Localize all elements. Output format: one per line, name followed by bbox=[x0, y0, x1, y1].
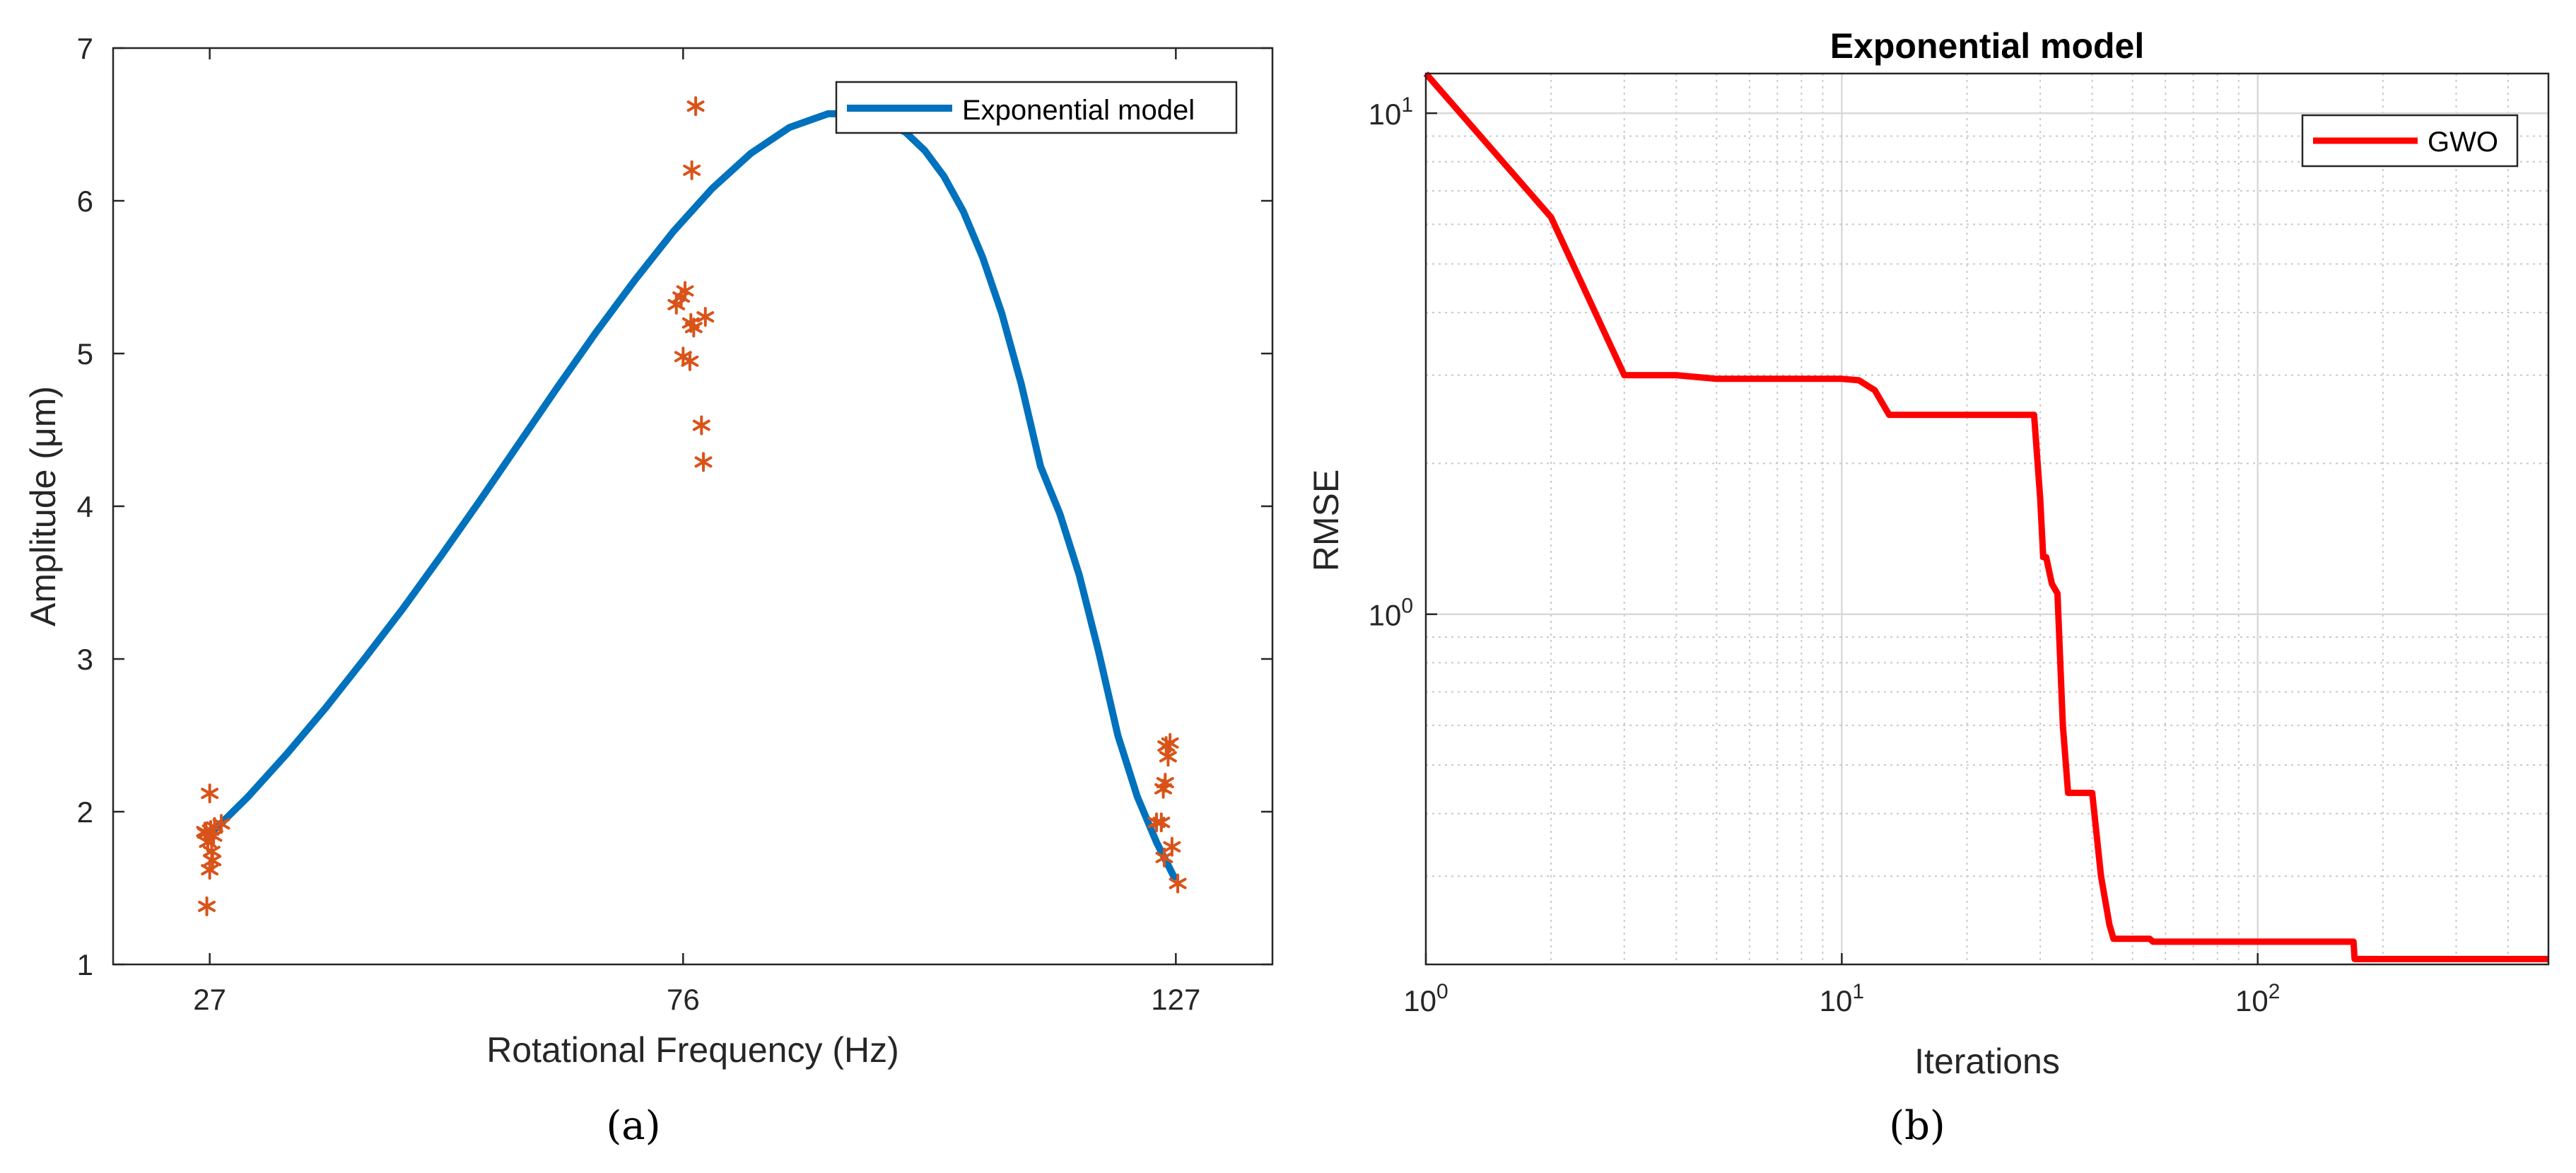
caption-a: (a) bbox=[606, 1103, 661, 1149]
caption-b: (b) bbox=[1889, 1103, 1945, 1149]
data-point bbox=[1161, 733, 1179, 753]
y-tick-label: 100 bbox=[1369, 595, 1413, 632]
data-point bbox=[684, 317, 703, 338]
chart-a: 1 2 3 4 5 6 7 27 76 127 Rotational Frequency (Hz)… bbox=[23, 32, 1274, 1070]
chart-b-y-axis-label: RMSE bbox=[1306, 469, 1346, 571]
x-tick-label: 76 bbox=[667, 983, 700, 1016]
data-point bbox=[1152, 812, 1171, 833]
chart-a-ticks: 1 2 3 4 5 6 7 27 76 127 bbox=[77, 32, 1272, 1016]
x-tick-label: 127 bbox=[1151, 983, 1200, 1016]
data-point bbox=[1156, 772, 1174, 793]
y-tick-label: 6 bbox=[77, 185, 93, 218]
gwo-line bbox=[1423, 71, 2548, 962]
y-tick-label: 3 bbox=[77, 643, 93, 676]
data-point bbox=[692, 415, 710, 436]
y-tick-label: 5 bbox=[77, 337, 93, 370]
y-tick-label: 4 bbox=[77, 490, 93, 523]
chart-a-x-axis-label: Rotational Frequency (Hz) bbox=[486, 1030, 899, 1070]
chart-a-legend: Exponential model bbox=[835, 81, 1238, 134]
chart-b-x-axis-label: Iterations bbox=[1914, 1041, 2060, 1081]
chart-a-y-axis-label: Amplitude (μm) bbox=[23, 386, 63, 626]
legend-label-exponential-model: Exponential model bbox=[962, 95, 1195, 126]
data-point bbox=[201, 783, 219, 804]
chart-b-axes-box bbox=[1424, 72, 2550, 966]
x-tick-label: 102 bbox=[2235, 980, 2280, 1017]
legend-label-gwo: GWO bbox=[2428, 127, 2498, 158]
data-point bbox=[683, 160, 701, 180]
chart-b-title: Exponential model bbox=[1830, 26, 2145, 66]
data-point bbox=[201, 860, 219, 880]
x-tick-label: 100 bbox=[1403, 980, 1448, 1017]
y-tick-label: 2 bbox=[77, 795, 93, 829]
measured-data-points bbox=[196, 96, 1187, 916]
data-point bbox=[197, 823, 215, 844]
chart-b-ticks: 100 101 102 100 101 bbox=[1369, 93, 2281, 1017]
chart-b-grid bbox=[1426, 74, 2548, 964]
data-point bbox=[694, 452, 713, 472]
chart-a-axes-box bbox=[112, 47, 1274, 966]
data-point bbox=[1169, 873, 1187, 894]
data-point bbox=[1163, 836, 1181, 857]
chart-b: 100 101 102 100 101 Exponential model Iterat… bbox=[1306, 26, 2550, 1081]
y-tick-label: 101 bbox=[1369, 93, 1413, 131]
data-point bbox=[1159, 747, 1177, 767]
y-tick-label: 7 bbox=[77, 32, 93, 65]
data-point bbox=[681, 351, 699, 371]
data-point bbox=[202, 841, 221, 862]
x-tick-label: 27 bbox=[193, 983, 226, 1016]
x-tick-label: 101 bbox=[1820, 980, 1864, 1017]
y-tick-label: 1 bbox=[77, 948, 93, 981]
chart-b-legend: GWO bbox=[2301, 114, 2519, 168]
exponential-model-line bbox=[207, 110, 1179, 882]
data-point bbox=[686, 96, 705, 117]
data-point bbox=[198, 896, 216, 916]
data-point bbox=[676, 281, 694, 301]
data-point bbox=[696, 307, 715, 327]
